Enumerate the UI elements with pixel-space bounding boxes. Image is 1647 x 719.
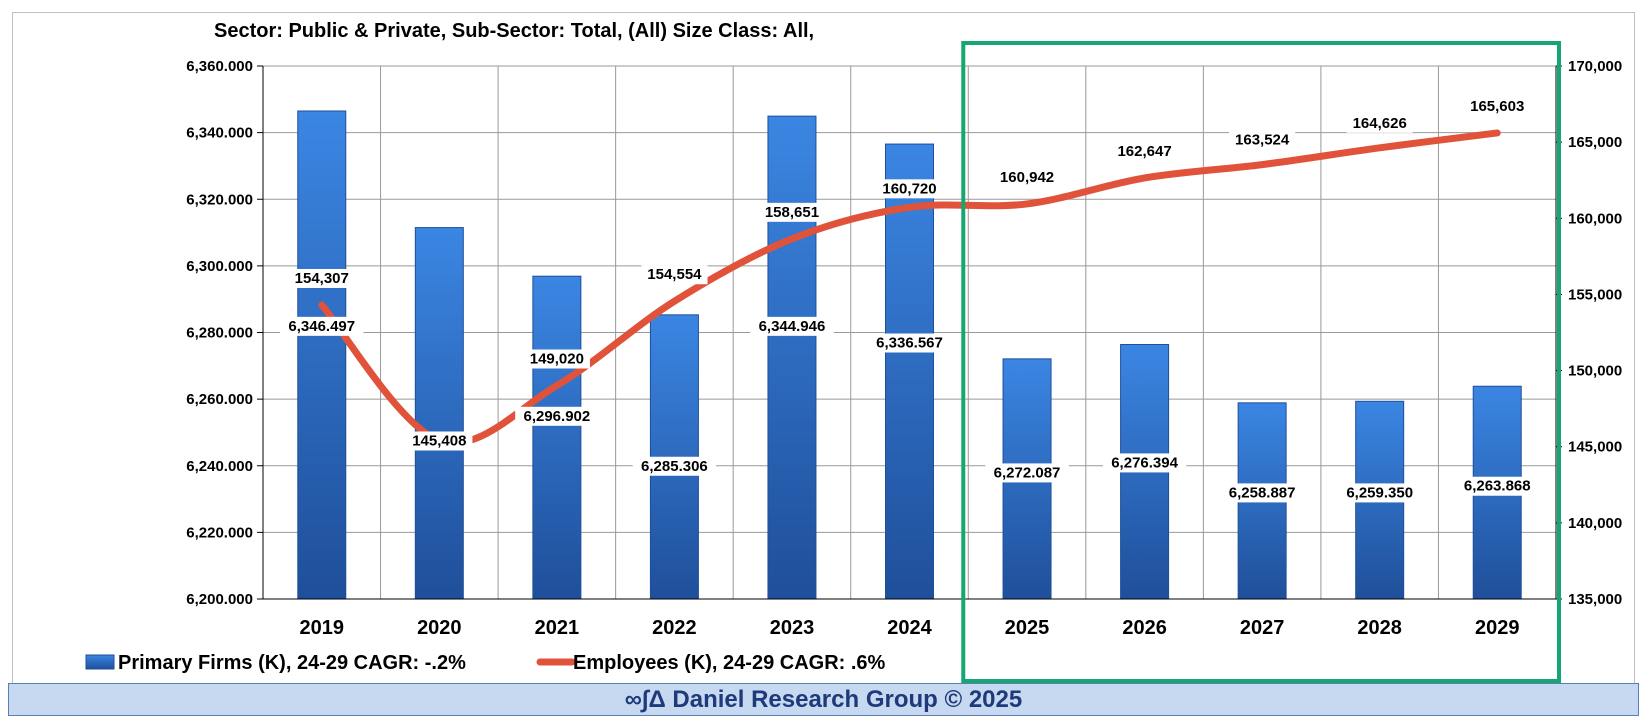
footer-banner: ∞∫Δ Daniel Research Group © 2025 (8, 683, 1639, 716)
right-tick-label: 160,000 (1568, 210, 1622, 227)
line-value-label-bg (406, 431, 473, 451)
right-tick-label: 135,000 (1568, 591, 1622, 608)
legend-line-label: Employees (K), 24-29 CAGR: .6% (573, 652, 886, 674)
line-value-label: 149,020 (530, 350, 584, 367)
bar-value-label-bg (632, 456, 717, 476)
line-value-label: 160,942 (1000, 169, 1054, 186)
line-value-label: 158,651 (765, 204, 819, 221)
category-label: 2025 (1005, 617, 1050, 639)
legend-bar-swatch (85, 654, 115, 670)
line-value-label-bg (288, 268, 355, 288)
right-tick-label: 155,000 (1568, 286, 1622, 303)
right-tick-label: 170,000 (1568, 58, 1622, 75)
line-value-label-bg (993, 167, 1061, 187)
line-value-label: 163,524 (1235, 132, 1290, 149)
bar-value-label-bg (1455, 476, 1539, 496)
left-tick-label: 6,320.000 (186, 191, 253, 208)
category-label: 2022 (652, 617, 697, 639)
category-label: 2026 (1122, 617, 1167, 639)
bar (532, 275, 582, 600)
forecast-highlight (961, 41, 1561, 683)
legend: Primary Firms (K), 24-29 CAGR: -.2% Empl… (85, 652, 886, 674)
line-value-label: 154,307 (295, 270, 349, 287)
bar-value-label-bg (750, 316, 834, 336)
bar-value-label: 6,272.087 (994, 464, 1061, 481)
bar-value-label: 6,346.497 (288, 318, 355, 335)
chart-title: Sector: Public & Private, Sub-Sector: To… (214, 20, 814, 42)
bar-value-label: 6,263.868 (1464, 478, 1531, 495)
line-value-label: 164,626 (1353, 115, 1407, 132)
bar-value-label-bg (985, 463, 1069, 483)
left-tick-label: 6,240.000 (186, 458, 253, 475)
line-value-label-bg (1229, 130, 1296, 150)
left-tick-label: 6,360.000 (186, 58, 253, 75)
bar-value-label: 6,276.394 (1111, 454, 1178, 471)
right-tick-label: 165,000 (1568, 134, 1622, 151)
line-value-label-bg (1111, 141, 1178, 161)
bar-value-label: 6,344.946 (759, 318, 826, 335)
category-label: 2023 (770, 617, 815, 639)
bar-value-label-bg (1337, 483, 1422, 503)
employees-line (318, 129, 1501, 447)
data-labels: 6,346.497 6,296.902 6,285.306 6,344.946 6,33… (280, 96, 1539, 503)
line-value-label: 160,720 (882, 180, 936, 197)
bar-value-label-bg (280, 316, 364, 336)
line-value-label: 154,554 (647, 266, 702, 283)
left-tick-label: 6,220.000 (186, 524, 253, 541)
left-tick-label: 6,300.000 (186, 258, 253, 275)
bar-value-label: 6,296.902 (523, 408, 590, 425)
category-label: 2020 (417, 617, 462, 639)
category-label: 2027 (1240, 617, 1285, 639)
bar (885, 143, 934, 600)
bar-value-label: 6,259.350 (1346, 484, 1413, 501)
bar-value-label-bg (1220, 483, 1304, 503)
right-tick-label: 150,000 (1568, 363, 1622, 380)
left-tick-label: 6,260.000 (186, 391, 253, 408)
bar (767, 115, 817, 600)
left-tick-label: 6,280.000 (186, 325, 253, 342)
line-value-label-bg (641, 265, 708, 285)
legend-bar-label: Primary Firms (K), 24-29 CAGR: -.2% (118, 652, 466, 674)
left-tick-label: 6,340.000 (186, 125, 253, 142)
category-label: 2028 (1357, 617, 1402, 639)
axes: 6,200.000 6,220.000 6,240.000 6,260.000 6,28… (186, 58, 1622, 639)
bar (297, 110, 347, 600)
right-tick-label: 145,000 (1568, 439, 1622, 456)
line-value-label-bg (758, 202, 826, 222)
forecast-box (961, 41, 1561, 683)
line-value-label-bg (1346, 113, 1413, 133)
right-tick-label: 140,000 (1568, 515, 1622, 532)
bar-value-label: 6,285.306 (641, 458, 708, 475)
line-value-label: 145,408 (412, 433, 466, 450)
line-value-label-bg (523, 349, 590, 369)
category-label: 2021 (535, 617, 580, 639)
left-tick-label: 6,200.000 (186, 591, 253, 608)
category-label: 2019 (300, 617, 345, 639)
line-value-label-bg (1464, 96, 1531, 116)
category-label: 2029 (1475, 617, 1520, 639)
bar-value-label: 6,258.887 (1229, 484, 1296, 501)
line-value-label: 162,647 (1117, 143, 1171, 160)
bar-value-label-bg (1102, 453, 1187, 473)
line-value-label-bg (876, 179, 943, 199)
category-label: 2024 (887, 617, 932, 639)
bar-value-label-bg (515, 406, 599, 426)
bar-value-label-bg (867, 333, 952, 353)
line-value-label: 165,603 (1470, 98, 1524, 115)
line-series (318, 129, 1501, 447)
bar-value-label: 6,336.567 (876, 334, 943, 351)
bar (414, 227, 464, 600)
